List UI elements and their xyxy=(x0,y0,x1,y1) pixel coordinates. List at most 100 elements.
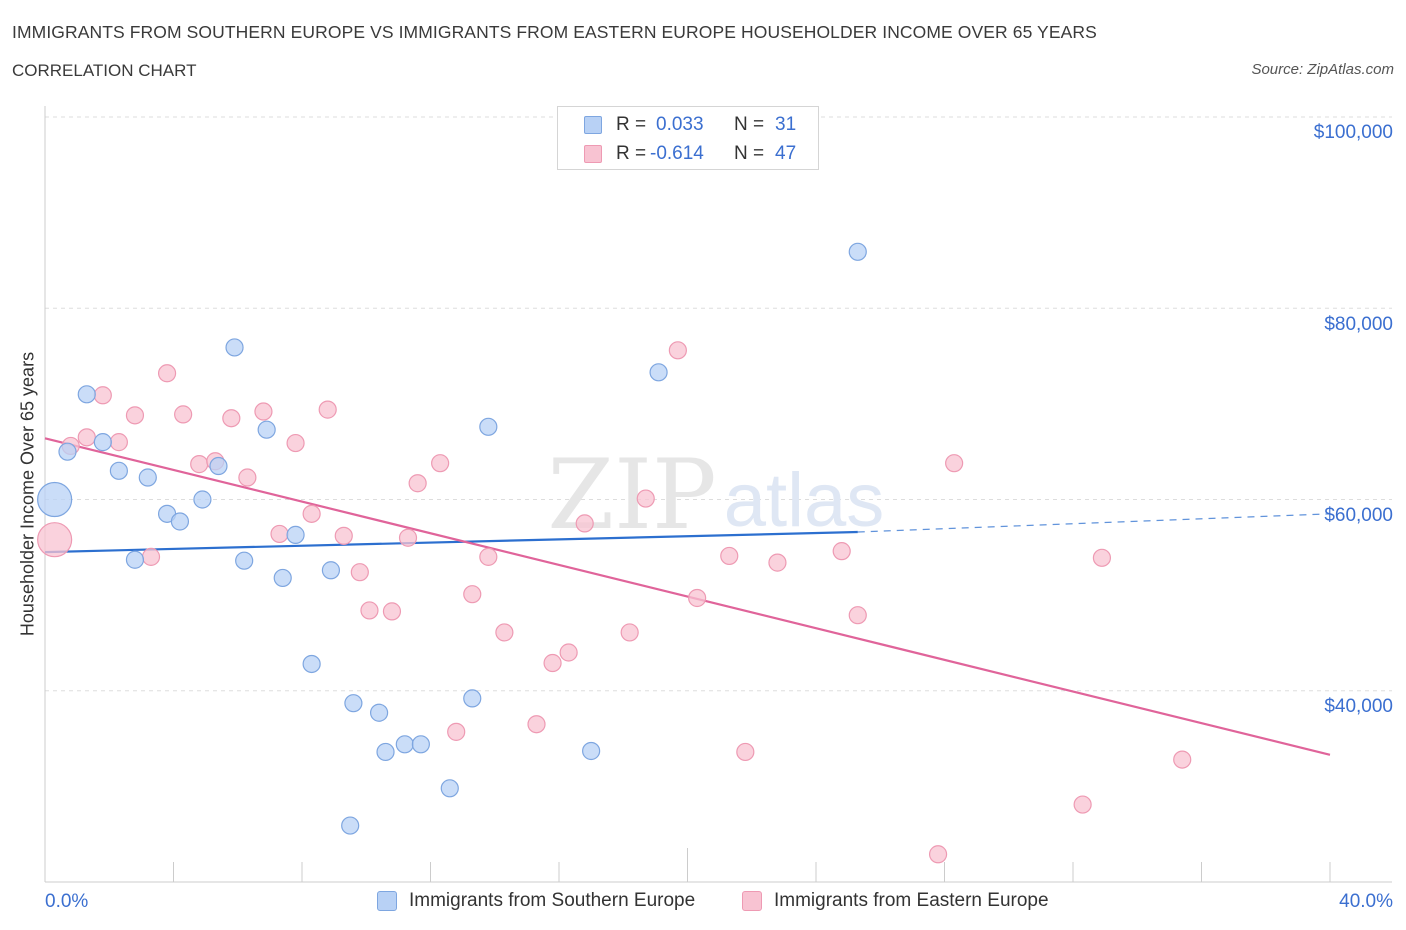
legend-r-value-eastern: -0.614 xyxy=(650,143,704,164)
legend-swatch-eastern xyxy=(584,145,602,163)
trend-lines xyxy=(44,437,1331,756)
data-point-eastern xyxy=(848,606,867,625)
data-point-eastern xyxy=(479,547,498,566)
bottom-legend-swatch-eastern xyxy=(742,891,762,911)
data-point-southern xyxy=(344,694,363,713)
data-point-eastern xyxy=(1073,795,1092,814)
data-point-eastern xyxy=(286,433,305,453)
data-point-eastern xyxy=(270,524,289,544)
data-point-eastern xyxy=(408,474,427,493)
y-tick-label-40000: $40,000 xyxy=(1324,696,1393,717)
data-point-southern xyxy=(341,816,360,835)
data-point-southern xyxy=(376,742,395,762)
data-point-eastern xyxy=(157,364,177,383)
data-point-southern xyxy=(848,242,867,261)
data-point-eastern xyxy=(318,400,337,419)
data-point-southern xyxy=(37,481,73,518)
data-point-eastern xyxy=(636,489,655,508)
legend-r-label: R = xyxy=(616,143,647,164)
data-point-eastern xyxy=(1173,750,1192,769)
data-point-southern xyxy=(138,468,157,487)
data-point-southern xyxy=(370,703,389,722)
data-point-eastern xyxy=(768,553,787,572)
chart-subtitle: CORRELATION CHART xyxy=(12,61,197,80)
legend-r-label: R = xyxy=(616,114,647,135)
data-point-southern xyxy=(209,456,228,476)
data-point-eastern xyxy=(736,742,755,762)
data-point-southern xyxy=(58,442,77,461)
data-point-southern xyxy=(235,551,254,570)
trend-line-southern xyxy=(44,530,858,554)
legend-n-value-southern: 31 xyxy=(775,114,797,135)
data-point-eastern xyxy=(1092,548,1112,567)
data-point-southern xyxy=(582,741,601,761)
data-point-eastern xyxy=(527,715,546,734)
data-point-eastern xyxy=(77,428,96,447)
data-point-eastern xyxy=(174,405,193,424)
bottom-legend-label-southern: Immigrants from Southern Europe xyxy=(409,890,696,911)
data-point-southern xyxy=(125,550,145,569)
y-tick-label-60000: $60,000 xyxy=(1324,505,1393,526)
chart-title: IMMIGRANTS FROM SOUTHERN EUROPE VS IMMIG… xyxy=(12,22,1097,42)
data-point-southern xyxy=(93,433,112,452)
data-point-eastern xyxy=(350,563,369,582)
data-point-southern xyxy=(77,385,96,404)
data-point-eastern xyxy=(945,454,964,473)
y-axis-title: Householder Income Over 65 years xyxy=(17,351,38,637)
data-point-eastern xyxy=(668,341,687,360)
data-point-eastern xyxy=(382,602,402,621)
data-point-eastern xyxy=(398,528,418,547)
watermark-atlas: atlas xyxy=(724,458,885,543)
data-point-southern xyxy=(649,363,668,382)
data-point-eastern xyxy=(447,722,466,741)
data-point-southern xyxy=(286,525,305,544)
data-point-eastern xyxy=(720,546,739,566)
data-point-southern xyxy=(273,568,292,588)
data-point-eastern xyxy=(832,542,851,561)
data-point-southern xyxy=(302,654,321,674)
data-point-eastern xyxy=(141,547,161,566)
x-tick-label-max: 40.0% xyxy=(1339,891,1393,912)
data-point-southern xyxy=(193,490,212,509)
data-point-southern xyxy=(170,512,190,531)
correlation-legend: R = 0.033 N = 31 R = -0.614 N = 47 xyxy=(557,106,819,170)
y-tick-label-80000: $80,000 xyxy=(1324,314,1393,335)
data-point-eastern xyxy=(543,653,562,673)
data-point-eastern xyxy=(222,409,241,428)
data-point-eastern xyxy=(238,468,257,487)
watermark: ZIP atlas xyxy=(547,439,884,551)
data-point-southern xyxy=(321,561,341,580)
data-point-eastern xyxy=(559,643,578,662)
data-point-southern xyxy=(257,420,276,439)
data-point-southern xyxy=(109,461,128,480)
data-point-eastern xyxy=(360,601,379,620)
data-point-eastern xyxy=(37,522,73,558)
trend-line-southern-extension xyxy=(857,513,1331,533)
data-point-eastern xyxy=(688,588,707,608)
data-point-eastern xyxy=(109,433,128,452)
legend-n-label: N = xyxy=(734,143,765,164)
legend-n-label: N = xyxy=(734,114,765,135)
data-point-southern xyxy=(395,735,414,754)
data-point-eastern xyxy=(334,526,353,545)
legend-swatch-southern xyxy=(584,116,602,134)
data-point-southern xyxy=(440,779,459,798)
bottom-legend-label-eastern: Immigrants from Eastern Europe xyxy=(774,890,1049,911)
data-point-southern xyxy=(225,338,244,357)
x-tick-label-min: 0.0% xyxy=(45,891,89,912)
data-point-southern xyxy=(411,735,430,754)
data-point-eastern xyxy=(620,623,639,642)
data-point-eastern xyxy=(928,845,948,864)
data-point-eastern xyxy=(254,402,273,421)
data-point-eastern xyxy=(463,585,482,604)
data-point-southern xyxy=(463,689,482,708)
legend-r-value-southern: 0.033 xyxy=(656,114,704,135)
data-point-eastern xyxy=(125,406,145,425)
data-point-eastern xyxy=(431,454,450,473)
data-point-eastern xyxy=(190,455,209,474)
axes xyxy=(44,106,1392,883)
legend-n-value-eastern: 47 xyxy=(775,143,797,164)
source-credit: Source: ZipAtlas.com xyxy=(1251,61,1394,78)
data-point-eastern xyxy=(495,623,514,642)
